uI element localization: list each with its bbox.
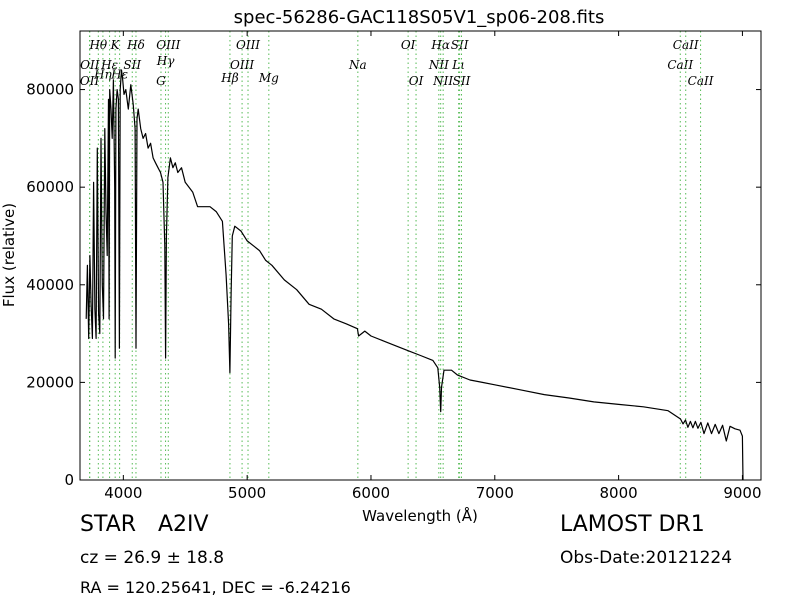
x-tick-label-1: 5000 <box>228 484 266 502</box>
line-marker-label-5: K <box>110 38 121 52</box>
observation-date: Obs-Date:20121224 <box>560 548 733 568</box>
series-layer <box>85 69 744 481</box>
line-marker-label-19: NII <box>428 58 449 72</box>
spectrum-series-line-0 <box>85 69 744 481</box>
spectral-line-markers: OIIOIIHθHηHεKHεSIIHδGHγOIIIHβOIIIOIIIMgN… <box>80 31 714 480</box>
x-tick-label-3: 7000 <box>476 484 514 502</box>
line-marker-label-4: Hε <box>100 58 118 72</box>
plot-frame <box>79 30 762 481</box>
line-marker-label-13: OIII <box>230 58 254 72</box>
line-marker-label-17: OI <box>401 38 416 52</box>
line-marker-label-27: CaII <box>688 74 714 88</box>
line-marker-label-26: CaII <box>673 38 699 52</box>
y-tick-label-3: 60000 <box>26 178 74 196</box>
line-marker-label-10: Hγ <box>156 54 175 68</box>
line-marker-label-1: OII <box>80 58 100 72</box>
line-marker-label-18: OI <box>409 74 424 88</box>
x-tick-label-0: 4000 <box>104 484 142 502</box>
line-marker-label-14: OIII <box>236 38 260 52</box>
line-marker-label-24: SII <box>453 74 471 88</box>
line-marker-label-11: OIII <box>156 38 180 52</box>
y-tick-label-2: 40000 <box>26 276 74 294</box>
y-tick-label-1: 20000 <box>26 373 74 391</box>
line-marker-label-15: Mg <box>258 71 279 85</box>
line-marker-label-16: Na <box>348 58 367 72</box>
x-tick-label-5: 9000 <box>723 484 761 502</box>
line-marker-label-7: SII <box>123 58 141 72</box>
line-marker-label-9: G <box>156 74 166 88</box>
redshift-value: cz = 26.9 ± 18.8 <box>80 548 225 568</box>
line-marker-label-21: NII <box>432 74 453 88</box>
line-marker-label-23: SII <box>451 38 469 52</box>
y-tick-label-4: 80000 <box>26 81 74 99</box>
ra-dec-coordinates: RA = 120.25641, DEC = -6.24216 <box>80 578 351 597</box>
line-marker-label-6: Hε <box>110 68 128 82</box>
chart-title: spec-56286-GAC118S05V1_sp06-208.fits <box>234 7 605 28</box>
axis-ticks: 4000 5000 6000 7000 8000 9000 0 20000 40000 60000… <box>26 31 762 502</box>
x-tick-label-4: 8000 <box>600 484 638 502</box>
y-axis-label: Flux (relative) <box>0 203 18 307</box>
x-tick-label-2: 6000 <box>352 484 390 502</box>
spectral-class: A2IV <box>158 512 209 537</box>
line-marker-label-12: Hβ <box>220 71 238 85</box>
line-marker-label-25: CaII <box>667 58 693 72</box>
line-marker-label-22: Lι <box>451 58 465 72</box>
object-type: STAR <box>80 512 137 537</box>
y-tick-label-0: 0 <box>64 471 74 489</box>
x-axis-label: Wavelength (Å) <box>362 506 478 525</box>
line-marker-label-3: Hη <box>93 68 112 82</box>
line-marker-label-8: Hδ <box>126 38 145 52</box>
line-marker-label-2: Hθ <box>88 38 107 52</box>
survey-name: LAMOST DR1 <box>560 512 705 537</box>
line-marker-label-20: Hα <box>430 38 450 52</box>
